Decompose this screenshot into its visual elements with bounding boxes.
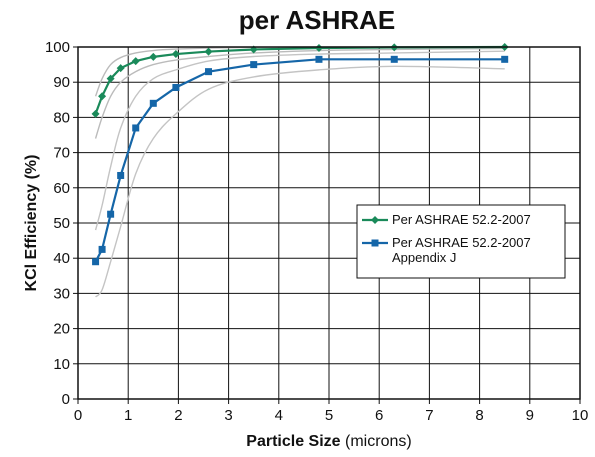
data-point	[204, 47, 213, 56]
x-tick-labels: 0 1 2 3 4 5 6 7 8 9 10	[74, 399, 589, 424]
y-tick-label: 30	[53, 285, 70, 302]
x-tick-label: 5	[325, 407, 333, 424]
data-point	[132, 124, 140, 132]
x-tick-label: 9	[526, 407, 534, 424]
y-tick-label: 80	[53, 109, 70, 126]
y-tick-label: 0	[62, 391, 70, 408]
data-point	[250, 61, 258, 69]
y-tick-label: 90	[53, 74, 70, 91]
data-point	[501, 55, 509, 63]
chart-title: per ASHRAE	[239, 5, 396, 35]
legend: Per ASHRAE 52.2-2007 Per ASHRAE 52.2-2007…	[356, 204, 566, 279]
x-tick-label: 10	[572, 407, 589, 424]
x-axis-label-units: (microns)	[341, 433, 412, 450]
series-line	[94, 45, 505, 115]
x-tick-label: 4	[275, 407, 283, 424]
x-tick-label: 1	[124, 407, 132, 424]
series-line	[94, 58, 505, 263]
data-point	[390, 55, 398, 63]
series-layer	[91, 43, 509, 266]
data-point	[106, 74, 115, 83]
data-point	[98, 245, 106, 253]
legend-box	[356, 204, 566, 279]
legend-label: Per ASHRAE 52.2-2007	[392, 212, 531, 227]
x-tick-label: 0	[74, 407, 82, 424]
y-tick-label: 20	[53, 321, 70, 338]
data-point	[116, 64, 125, 73]
legend-swatch-marker	[371, 216, 379, 224]
y-tick-label: 60	[53, 180, 70, 197]
y-tick-label: 100	[45, 39, 70, 56]
x-tick-label: 6	[375, 407, 383, 424]
band-lower-line	[94, 47, 505, 139]
data-point	[98, 92, 107, 101]
data-point	[149, 99, 157, 107]
data-point	[117, 171, 125, 179]
band-lower-line	[95, 65, 505, 298]
y-tick-label: 70	[53, 145, 70, 162]
data-point	[314, 44, 323, 53]
data-point	[92, 258, 100, 266]
y-tick-label: 40	[53, 250, 70, 267]
legend-swatch-marker	[371, 239, 379, 247]
x-axis-label-bold: Particle Size	[246, 433, 340, 450]
data-point	[172, 83, 180, 91]
y-tick-labels: 0 10 20 30 40 50 60 70 80 90 100	[45, 39, 78, 408]
y-tick-label: 50	[53, 215, 70, 232]
x-axis-label: Particle Size (microns)	[246, 433, 411, 450]
band-upper-line	[94, 50, 505, 231]
data-point	[131, 57, 140, 66]
data-point	[171, 50, 180, 59]
y-tick-label: 10	[53, 356, 70, 373]
x-tick-label: 8	[475, 407, 483, 424]
legend-label: Per ASHRAE 52.2-2007	[392, 235, 531, 250]
x-tick-label: 3	[224, 407, 232, 424]
x-tick-label: 2	[174, 407, 182, 424]
x-tick-label: 7	[425, 407, 433, 424]
y-axis-label: KCl Efficiency (%)	[23, 155, 40, 292]
data-point	[107, 210, 115, 218]
legend-label: Appendix J	[392, 250, 456, 265]
data-point	[315, 55, 323, 63]
data-point	[149, 52, 158, 61]
data-point	[91, 109, 100, 118]
data-point	[205, 68, 213, 76]
